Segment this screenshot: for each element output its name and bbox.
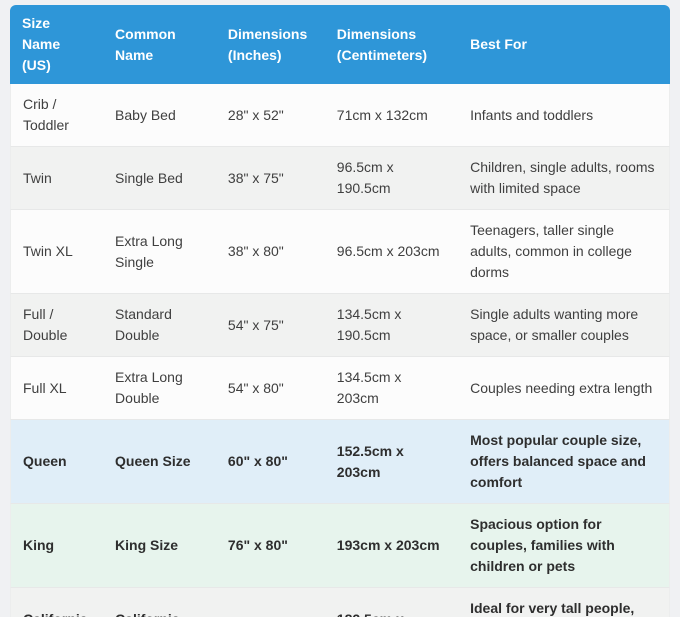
cell-common-name: Standard Double (103, 293, 216, 356)
column-header-size-name: Size Name (US) (10, 5, 104, 84)
table-row-king: King King Size 76" x 80" 193cm x 203cm Spaci… (10, 503, 670, 587)
bed-size-table-container: Size Name (US) Common Name Dimensions (I… (10, 5, 670, 617)
table-row-full-double: Full / Double Standard Double 54" x 75" 134… (10, 293, 670, 356)
cell-common-name: Extra Long Single (103, 209, 216, 293)
table-row-twin-xl: Twin XL Extra Long Single 38" x 80" 96.5cm … (10, 209, 670, 293)
cell-size-name: California King (10, 587, 104, 617)
cell-common-name: California King (103, 587, 216, 617)
cell-size-name: Crib / Toddler (10, 84, 103, 146)
header-row: Size Name (US) Common Name Dimensions (I… (10, 5, 670, 84)
cell-size-name: Full / Double (10, 293, 104, 356)
cell-inches: 60" x 80" (215, 419, 325, 503)
cell-best-for: Couples needing extra length (458, 356, 670, 419)
column-header-dimensions-centimeters: Dimensions (Centimeters) (324, 5, 459, 84)
cell-centimeters: 96.5cm x 190.5cm (324, 146, 459, 209)
cell-centimeters: 182.5cm x 213.5cm (324, 587, 459, 617)
cell-inches: 76" x 80" (215, 503, 325, 587)
table-header: Size Name (US) Common Name Dimensions (I… (10, 5, 670, 84)
column-header-best-for: Best For (458, 5, 670, 84)
cell-best-for: Single adults wanting more space, or sma… (458, 293, 670, 356)
cell-size-name: King (10, 503, 104, 587)
cell-best-for: Ideal for very tall people, narrower but… (458, 587, 670, 617)
table-row-queen: Queen Queen Size 60" x 80" 152.5cm x 203cm M… (10, 419, 670, 503)
column-header-dimensions-inches: Dimensions (Inches) (215, 5, 325, 84)
column-header-common-name: Common Name (103, 5, 216, 84)
table-row-crib-toddler: Crib / Toddler Baby Bed 28" x 52" 71cm x 13… (10, 84, 670, 146)
cell-inches: 38" x 75" (215, 146, 325, 209)
table-row-california-king: California KingCalifornia King72" x 84"1… (10, 587, 670, 617)
cell-centimeters: 134.5cm x 190.5cm (324, 293, 459, 356)
cell-best-for: Teenagers, taller single adults, common … (458, 209, 670, 293)
cell-best-for: Spacious option for couples, families wi… (458, 503, 670, 587)
cell-centimeters: 71cm x 132cm (336, 106, 428, 123)
cell-centimeters: 134.5cm x 203cm (324, 356, 459, 419)
cell-size-name: Twin (10, 146, 104, 209)
cell-common-name: Baby Bed (115, 106, 176, 123)
cell-size-name: Twin XL (10, 209, 104, 293)
cell-common-name: Queen Size (103, 419, 216, 503)
cell-centimeters: 96.5cm x 203cm (324, 209, 459, 293)
table-row-full-xl: Full XL Extra Long Double 54" x 80" 134.5cm… (10, 356, 670, 419)
cell-centimeters: 193cm x 203cm (324, 503, 459, 587)
cell-inches: 38" x 80" (215, 209, 325, 293)
cell-inches: 72" x 84" (215, 587, 325, 617)
cell-best-for: Infants and toddlers (458, 84, 670, 146)
cell-common-name: Single Bed (103, 146, 216, 209)
cell-inches: 28" x 52" (227, 106, 284, 123)
table-row-twin: Twin Single Bed 38" x 75" 96.5cm x 190.5cm C… (10, 146, 670, 209)
bed-size-table: Size Name (US) Common Name Dimensions (I… (10, 5, 670, 617)
cell-inches: 54" x 80" (215, 356, 325, 419)
cell-size-name: Full XL (10, 356, 104, 419)
cell-best-for: Most popular couple size, offers balance… (458, 419, 670, 503)
cell-best-for: Children, single adults, rooms with limi… (458, 146, 670, 209)
cell-inches: 54" x 75" (215, 293, 325, 356)
table-body: Crib / Toddler Baby Bed 28" x 52" 71cm x 13… (10, 84, 670, 617)
cell-centimeters: 152.5cm x 203cm (324, 419, 459, 503)
cell-common-name: King Size (103, 503, 216, 587)
cell-common-name: Extra Long Double (103, 356, 216, 419)
cell-size-name: Queen (10, 419, 104, 503)
